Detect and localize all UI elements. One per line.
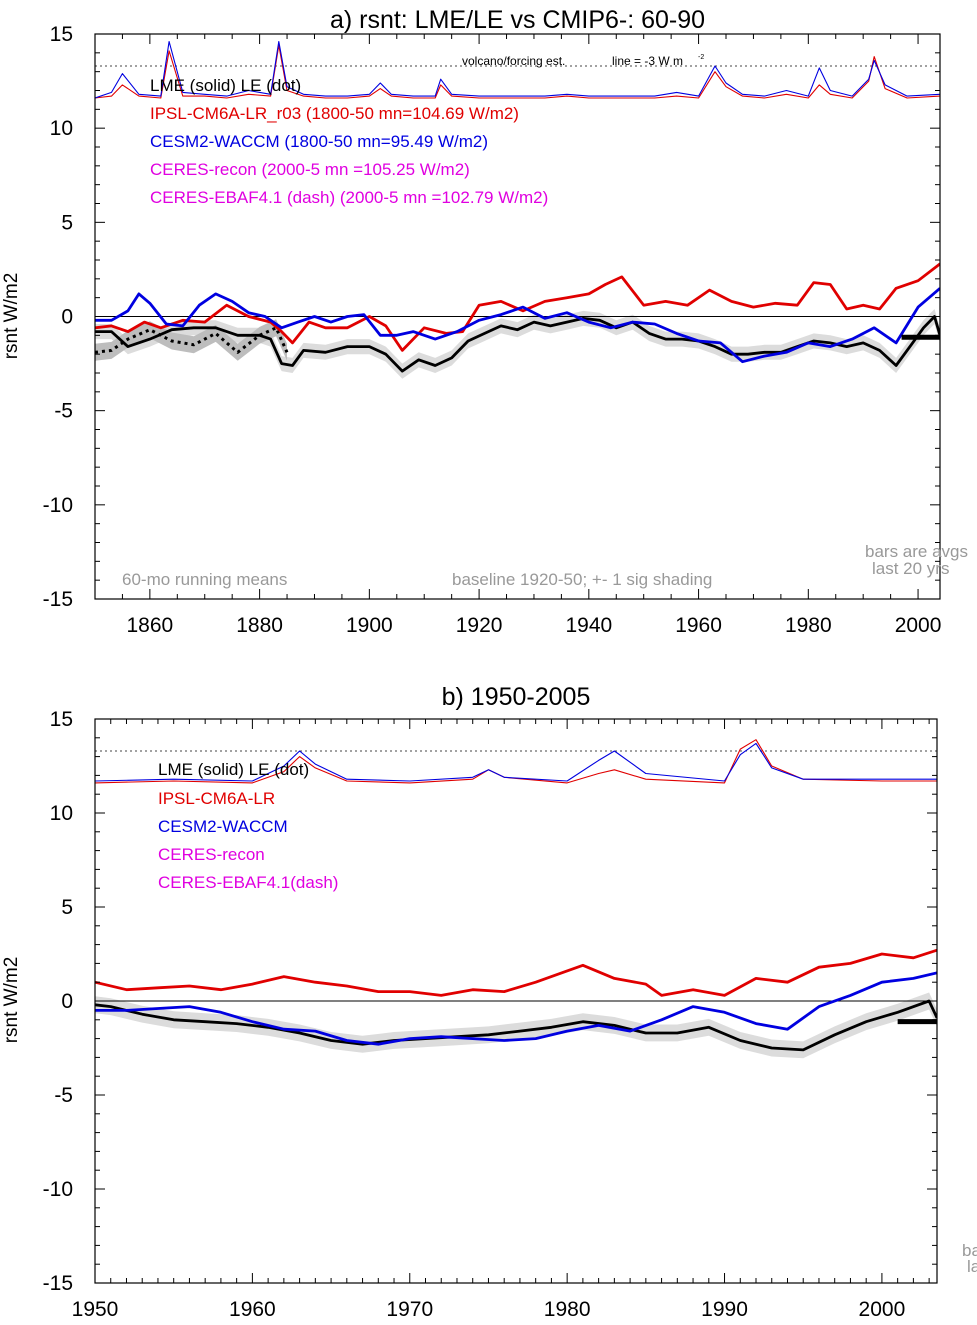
- chart-title-a: a) rsnt: LME/LE vs CMIP6-: 60-90: [330, 6, 705, 34]
- y-tick-label-b: 15: [50, 708, 73, 731]
- panel-a: a) rsnt: LME/LE vs CMIP6-: 60-90 rsnt W/m…: [1, 6, 968, 637]
- annotation-baseline-a: baseline 1920-50; +- 1 sig shading: [452, 570, 712, 589]
- y-tick-label-b: 5: [61, 896, 73, 919]
- legend-entry-a: LME (solid) LE (dot): [150, 76, 301, 95]
- legend-entry-b: CERES-recon: [158, 845, 265, 864]
- y-tick-label-a: -15: [43, 588, 73, 611]
- y-tick-label-b: -5: [54, 1084, 73, 1107]
- legend-entry-b: CERES-EBAF4.1(dash): [158, 873, 338, 892]
- annotation-running-a: 60-mo running means: [122, 570, 287, 589]
- x-tick-label-b: 1960: [229, 1298, 276, 1321]
- legend-entry-b: LME (solid) LE (dot): [158, 760, 309, 779]
- series-ipsl-volcano-forcing-b: [95, 739, 937, 784]
- x-tick-label-b: 1980: [544, 1298, 591, 1321]
- series-lme-b: [95, 999, 937, 1052]
- series-ipsl-volcano-forcing-a: [95, 44, 940, 99]
- y-tick-label-b: 0: [61, 990, 73, 1013]
- x-tick-label-b: 1950: [72, 1298, 119, 1321]
- y-tick-label-a: 0: [61, 306, 73, 329]
- series-ipsl-cm6a-lr-r03-a: [95, 262, 940, 352]
- x-tick-label-b: 1970: [386, 1298, 433, 1321]
- annotation-line_note-a: line = -3 W m: [612, 54, 683, 68]
- annotation-bars1-a: bars are avgs: [865, 542, 968, 561]
- y-tick-label-b: -15: [43, 1272, 73, 1295]
- series-cesm-volcano-forcing-a: [95, 40, 940, 99]
- legend-entry-a: CESM2-WACCM (1800-50 mn=95.49 W/m2): [150, 132, 488, 151]
- x-tick-label-a: 1960: [675, 614, 722, 637]
- legend-entry-a: CERES-recon (2000-5 mn =105.25 W/m2): [150, 160, 470, 179]
- x-tick-label-a: 1900: [346, 614, 393, 637]
- y-tick-label-a: -5: [54, 400, 73, 423]
- y-tick-label-a: -10: [43, 494, 73, 517]
- series-cesm2-waccm-b: [95, 971, 937, 1046]
- plot-area-a: [95, 40, 940, 379]
- y-tick-label-a: 15: [50, 23, 73, 46]
- annotation-bars1-b: ba: [962, 1241, 977, 1260]
- x-tick-label-a: 1940: [565, 614, 612, 637]
- sig-band-lme: [95, 992, 937, 1059]
- x-tick-label-a: 1860: [127, 614, 174, 637]
- annotation-bars2-a: last 20 yrs: [872, 559, 949, 578]
- panel-b: b) 1950-2005 rsnt W/m2 1950 1960 1970 1980 199…: [1, 683, 977, 1321]
- series-lme-a: [95, 315, 940, 373]
- legend-entry-a: IPSL-CM6A-LR_r03 (1800-50 mn=104.69 W/m2…: [150, 104, 519, 123]
- series-ipsl-cm6a-lr-b: [95, 948, 937, 997]
- annotation-bars2-b: la: [967, 1257, 977, 1276]
- chart-title-b: b) 1950-2005: [442, 683, 591, 711]
- y-tick-label-a: 10: [50, 117, 73, 140]
- x-tick-label-a: 1980: [785, 614, 832, 637]
- series-cesm-volcano-forcing-b: [95, 742, 937, 782]
- y-tick-label-b: 10: [50, 802, 73, 825]
- x-tick-label-b: 2000: [859, 1298, 906, 1321]
- series-le-a: [95, 326, 289, 354]
- sig-band-lme: [95, 309, 940, 379]
- x-tick-label-b: 1990: [701, 1298, 748, 1321]
- annotation-volcano-a: volcano/forcing est.: [462, 54, 565, 68]
- legend-entry-b: IPSL-CM6A-LR: [158, 789, 275, 808]
- series-cesm2-waccm-a: [95, 287, 940, 364]
- y-axis-label-a: rsnt W/m2: [1, 273, 22, 360]
- y-axis-label-b: rsnt W/m2: [1, 957, 22, 1044]
- y-tick-label-b: -10: [43, 1178, 73, 1201]
- x-tick-label-a: 1920: [456, 614, 503, 637]
- plot-area-b: [95, 739, 937, 1059]
- y-tick-label-a: 5: [61, 211, 73, 234]
- x-tick-label-a: 1880: [236, 614, 283, 637]
- legend-entry-b: CESM2-WACCM: [158, 817, 288, 836]
- x-tick-label-a: 2000: [895, 614, 942, 637]
- legend-entry-a: CERES-EBAF4.1 (dash) (2000-5 mn =102.79 …: [150, 188, 548, 207]
- annotation-sup-a: -2: [698, 54, 704, 61]
